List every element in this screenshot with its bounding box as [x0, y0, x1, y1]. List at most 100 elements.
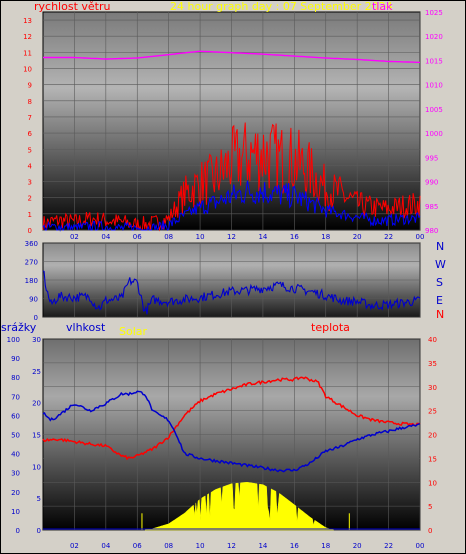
temperature-tick-label: 15 [428, 455, 437, 463]
solar-area [145, 482, 334, 531]
rain-axis-label: srážky [1, 321, 37, 334]
rain-tick-label: 90 [11, 355, 20, 363]
pressure-axis-label: tlak [372, 0, 393, 13]
humidity-tick-label: 5 [37, 495, 41, 503]
wind-tick-label: 0 [28, 227, 32, 235]
plot3-x-tick-label: 20 [353, 542, 362, 550]
humidity-tick-label: 15 [32, 432, 41, 440]
wind-axis-label: rychlost větru [34, 0, 110, 13]
plot1-x-tick-label: 02 [70, 233, 79, 241]
wind-tick-label: 11 [23, 49, 32, 57]
direction-tick-label: 0 [34, 314, 38, 322]
plot3-x-tick-label: 22 [384, 542, 393, 550]
wind-tick-label: 4 [28, 162, 33, 170]
plot3-x-tick-label: 14 [258, 542, 267, 550]
plot3-x-tick-label: 08 [164, 542, 173, 550]
temperature-tick-label: 5 [428, 503, 432, 511]
rain-tick-label: 80 [11, 374, 20, 382]
rain-tick-label: 100 [7, 336, 20, 344]
wind-tick-label: 2 [28, 195, 32, 203]
plot3-series [42, 376, 421, 531]
wind-tick-label: 13 [23, 17, 32, 25]
pressure-tick-label: 1010 [425, 82, 443, 90]
rain-tick-label: 40 [11, 451, 20, 459]
plot1-series [42, 50, 421, 232]
plot1-x-tick-label: 18 [321, 233, 330, 241]
pressure-tick-label: 1015 [425, 57, 443, 65]
plot1-x-tick-label: 00 [416, 233, 425, 241]
pressure-tick-label: 1005 [425, 106, 443, 114]
plot3-x-tick-label: 00 [416, 542, 425, 550]
humidity-tick-label: 25 [32, 368, 41, 376]
direction-tick-label: 270 [25, 259, 38, 267]
wind-tick-label: 10 [23, 66, 32, 74]
plot3-x-tick-label: 04 [101, 542, 110, 550]
pressure-tick-label: 995 [425, 154, 438, 162]
plot3-x-tick-label: 02 [70, 542, 79, 550]
temperature-tick-label: 0 [428, 527, 432, 535]
wind-tick-label: 5 [28, 146, 32, 154]
pressure-tick-label: 1025 [425, 9, 443, 17]
pressure-line [43, 50, 421, 64]
temperature-tick-label: 30 [428, 384, 437, 392]
humidity-tick-label: 10 [32, 463, 41, 471]
wind-tick-label: 3 [28, 179, 32, 187]
rain-tick-label: 70 [11, 393, 20, 401]
wind-gust-line [42, 180, 421, 232]
plot1-x-tick-label: 06 [133, 233, 142, 241]
temperature-tick-label: 20 [428, 432, 437, 440]
pressure-tick-label: 1020 [425, 33, 443, 41]
plot1-x-tick-label: 10 [196, 233, 205, 241]
wind-speed-line [42, 122, 421, 232]
side-label-east: E [436, 294, 443, 307]
pressure-tick-label: 1000 [425, 130, 443, 138]
rain-tick-label: 30 [11, 470, 20, 478]
plot3-x-tick-label: 10 [196, 542, 205, 550]
humidity-tick-label: 20 [32, 400, 41, 408]
wind-direction-line [42, 270, 421, 315]
plot1-x-tick-label: 08 [164, 233, 173, 241]
humidity-tick-label: 30 [32, 336, 41, 344]
temperature-axis-label: teplota [311, 321, 350, 334]
solar-label: Solar [119, 325, 148, 338]
side-label-north-top: N [436, 240, 444, 253]
plot3-x-tick-label: 12 [227, 542, 236, 550]
wind-tick-label: 7 [28, 114, 32, 122]
pressure-tick-label: 985 [425, 203, 438, 211]
rain-tick-label: 20 [11, 489, 20, 497]
rain-tick-label: 0 [16, 527, 20, 535]
plot3-x-tick-label: 16 [290, 542, 299, 550]
plot3-x-tick-label: 18 [321, 542, 330, 550]
plot1-x-tick-label: 04 [101, 233, 110, 241]
axis-tick-labels: 0123456789101112139809859909951000100510… [7, 9, 443, 550]
direction-side-labels: N W S E N [435, 240, 446, 321]
wind-tick-label: 12 [23, 33, 32, 41]
side-label-west: W [435, 258, 446, 271]
plot1-x-tick-label: 14 [258, 233, 267, 241]
plot1-x-tick-label: 16 [290, 233, 299, 241]
humidity-line [42, 390, 421, 473]
plot2-series [42, 270, 421, 315]
temperature-tick-label: 25 [428, 408, 437, 416]
humidity-axis-label: vlhkost [66, 321, 106, 334]
wind-tick-label: 9 [28, 82, 32, 90]
rain-tick-label: 50 [11, 432, 20, 440]
temperature-tick-label: 40 [428, 336, 437, 344]
rain-tick-label: 10 [11, 508, 20, 516]
plot3-x-tick-label: 06 [133, 542, 142, 550]
side-label-north-bottom: N [436, 308, 444, 321]
plot1-x-tick-label: 20 [353, 233, 362, 241]
temperature-tick-label: 10 [428, 479, 437, 487]
plot1-x-tick-label: 12 [227, 233, 236, 241]
direction-tick-label: 180 [25, 277, 38, 285]
direction-tick-label: 90 [29, 296, 38, 304]
humidity-tick-label: 0 [37, 527, 41, 535]
rain-tick-label: 60 [11, 412, 20, 420]
wind-tick-label: 8 [28, 98, 32, 106]
plot1-x-tick-label: 22 [384, 233, 393, 241]
pressure-tick-label: 980 [425, 227, 438, 235]
temperature-line [42, 376, 421, 461]
direction-tick-label: 360 [25, 240, 38, 248]
wind-tick-label: 1 [28, 211, 32, 219]
